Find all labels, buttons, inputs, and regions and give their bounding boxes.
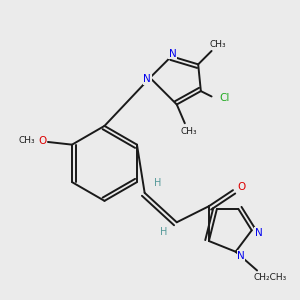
- Text: N: N: [237, 251, 245, 261]
- Text: N: N: [169, 49, 177, 58]
- Text: O: O: [38, 136, 47, 146]
- Text: CH₃: CH₃: [18, 136, 35, 145]
- Text: CH₃: CH₃: [210, 40, 226, 49]
- Text: CH₃: CH₃: [181, 127, 197, 136]
- Text: CH₂CH₃: CH₂CH₃: [254, 273, 287, 282]
- Text: H: H: [154, 178, 162, 188]
- Text: N: N: [143, 74, 151, 84]
- Text: Cl: Cl: [220, 93, 230, 103]
- Text: N: N: [254, 228, 262, 238]
- Text: O: O: [237, 182, 245, 193]
- Text: H: H: [160, 226, 167, 237]
